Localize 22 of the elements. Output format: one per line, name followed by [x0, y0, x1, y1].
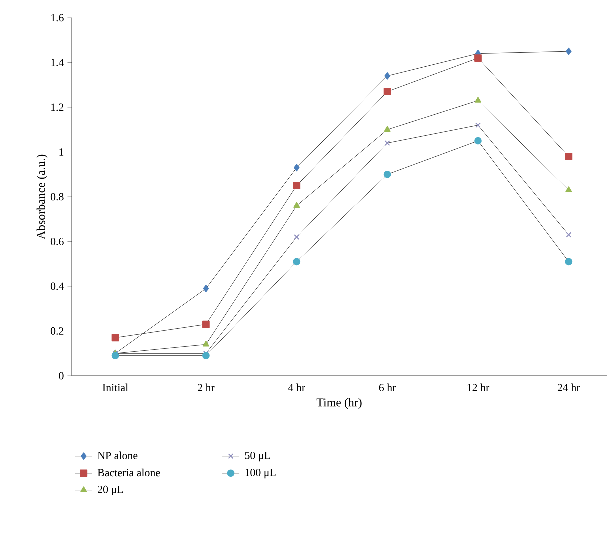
x-tick-label: 12 hr [468, 384, 490, 392]
y-tick-label: 0.6 [50, 238, 64, 246]
x-tick-label: 24 hr [558, 384, 580, 392]
legend-label: 20 μL [98, 486, 124, 496]
y-tick-label: 0.2 [50, 328, 64, 335]
legend-label: 50 μL [245, 452, 270, 462]
y-axis-title: Absorbance (a.u.) [36, 154, 48, 240]
y-tick-label: 1 [60, 148, 64, 156]
y-tick-label: 1.4 [52, 59, 64, 66]
y-tick-label: 0.8 [50, 193, 64, 201]
y-tick-label: 0.4 [50, 282, 64, 290]
legend-label: 100 μL [246, 469, 276, 479]
x-tick-label: Initial [102, 384, 128, 392]
y-tick-label: 1.6 [52, 14, 64, 22]
y-tick-label: 0 [59, 372, 64, 380]
legend-label: NP alone [98, 452, 138, 460]
x-tick-label: 4 hr [288, 384, 306, 392]
x-axis-title: Time (hr) [316, 398, 362, 410]
legend-label: Bacteria alone [98, 468, 160, 477]
x-tick-label: 6 hr [379, 384, 396, 392]
x-tick-label: 2 hr [198, 384, 215, 392]
y-tick-label: 1.2 [52, 104, 64, 112]
